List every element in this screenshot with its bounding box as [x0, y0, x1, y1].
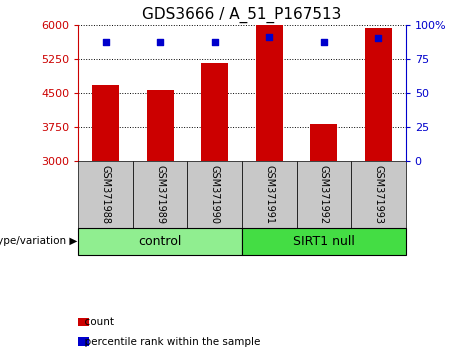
FancyBboxPatch shape — [351, 161, 406, 228]
Bar — [201, 63, 228, 161]
Title: GDS3666 / A_51_P167513: GDS3666 / A_51_P167513 — [142, 7, 342, 23]
Point — [211, 40, 219, 45]
Point — [157, 40, 164, 45]
FancyBboxPatch shape — [242, 228, 406, 255]
FancyBboxPatch shape — [133, 161, 188, 228]
Bar — [147, 90, 174, 161]
Text: GSM371989: GSM371989 — [155, 165, 165, 224]
Point — [320, 40, 327, 45]
Point — [102, 40, 109, 45]
Text: genotype/variation ▶: genotype/variation ▶ — [0, 236, 77, 246]
FancyBboxPatch shape — [78, 228, 242, 255]
Text: GSM371990: GSM371990 — [210, 165, 220, 224]
FancyBboxPatch shape — [296, 161, 351, 228]
Point — [375, 35, 382, 41]
Point — [266, 34, 273, 40]
FancyBboxPatch shape — [78, 161, 133, 228]
Text: SIRT1 null: SIRT1 null — [293, 235, 355, 248]
Text: control: control — [138, 235, 182, 248]
Text: percentile rank within the sample: percentile rank within the sample — [78, 337, 261, 347]
Text: GSM371993: GSM371993 — [373, 165, 384, 224]
Bar — [365, 28, 392, 161]
Text: GSM371991: GSM371991 — [264, 165, 274, 224]
Bar — [92, 85, 119, 161]
Text: count: count — [78, 317, 114, 327]
Bar — [310, 124, 337, 161]
FancyBboxPatch shape — [242, 161, 296, 228]
Bar — [256, 25, 283, 161]
Text: GSM371992: GSM371992 — [319, 165, 329, 224]
Text: GSM371988: GSM371988 — [100, 165, 111, 224]
FancyBboxPatch shape — [188, 161, 242, 228]
